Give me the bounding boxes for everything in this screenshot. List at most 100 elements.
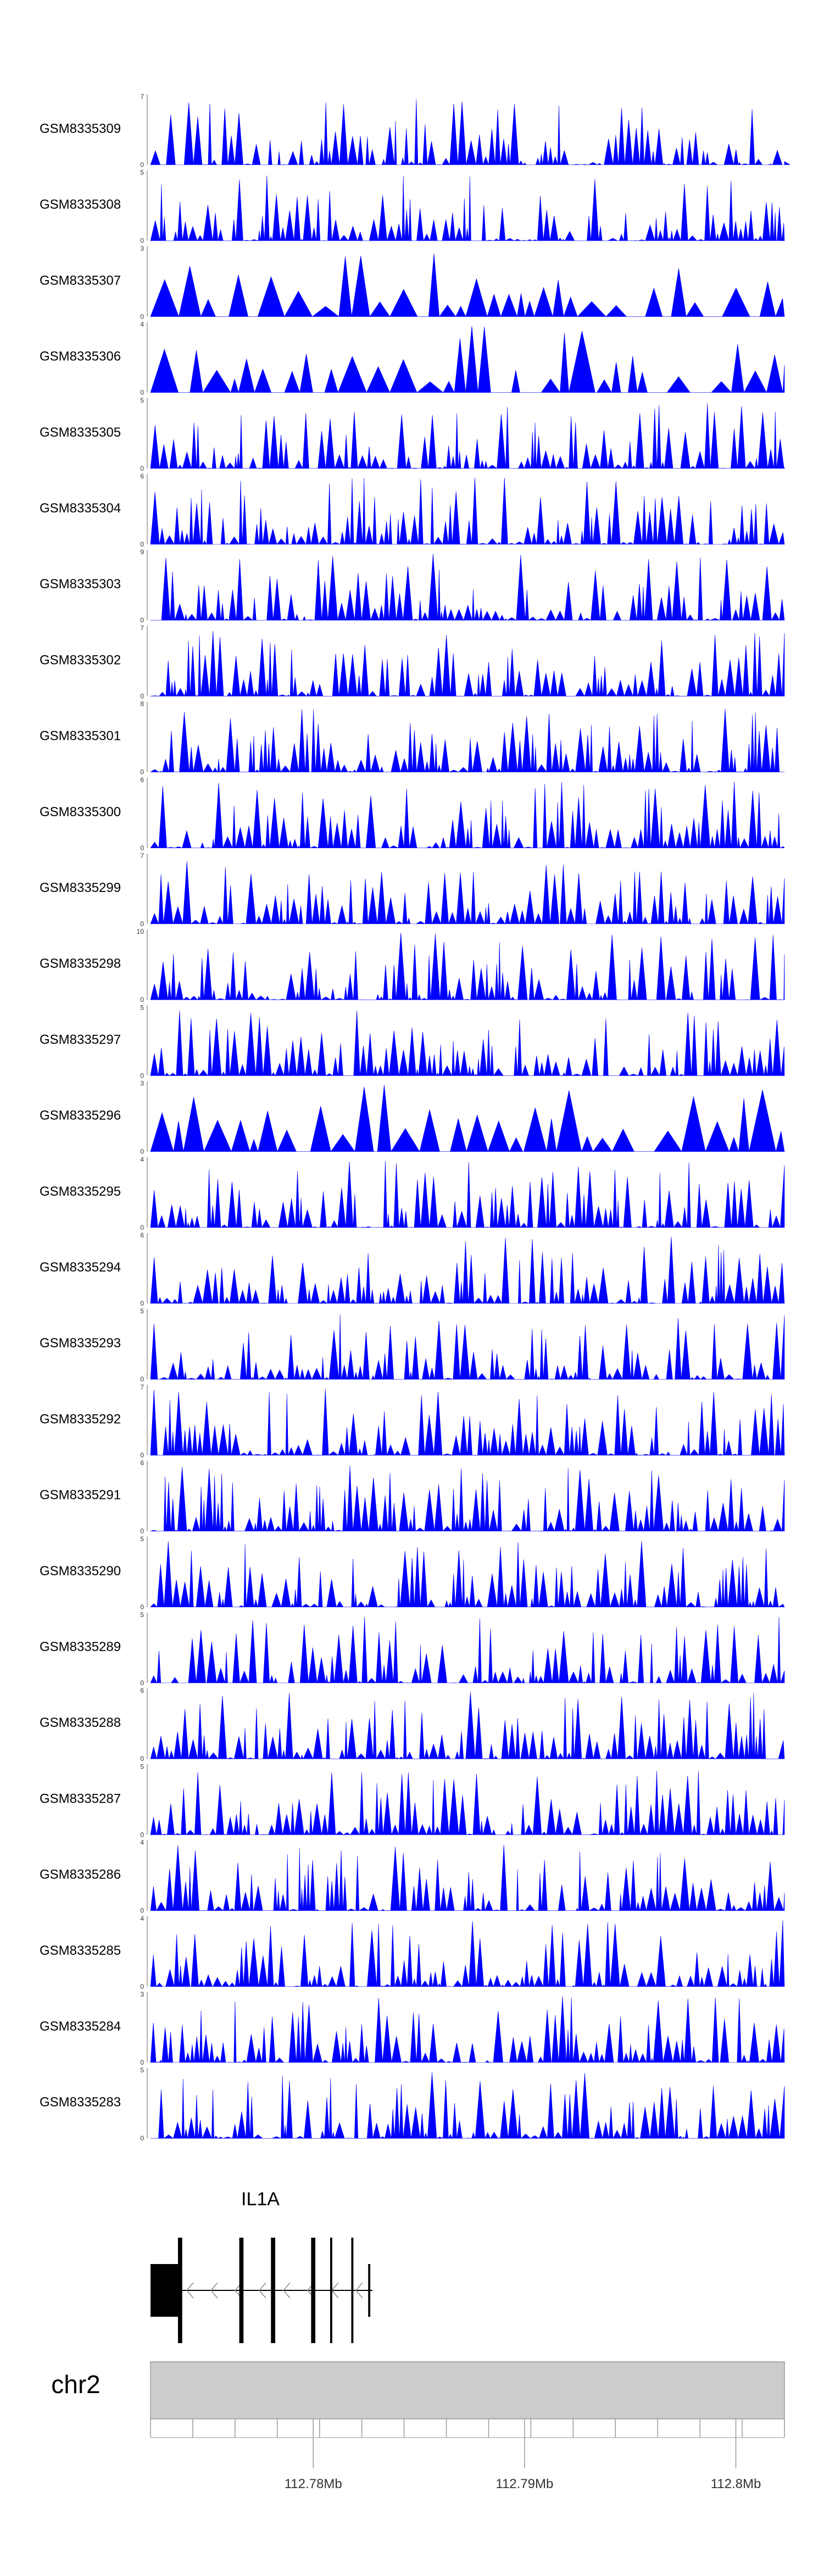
track-GSM8335300: GSM8335300 6 0 [40,776,785,852]
y-min-label: 0 [140,996,144,1003]
coverage-area [150,326,785,393]
y-max-label: 9 [140,548,144,556]
y-max-label: 7 [140,624,144,632]
y-min-label: 0 [140,2059,144,2066]
y-max-label: 5 [140,397,144,404]
track-GSM8335285: GSM8335285 4 0 [40,1915,785,1990]
y-min-label: 0 [140,920,144,928]
gene-label: IL1A [241,2189,280,2210]
coverage-area [150,99,791,166]
track-label: GSM8335306 [40,349,121,364]
y-min-label: 0 [140,540,144,548]
track-label: GSM8335283 [40,2095,121,2110]
chromosome-label: chr2 [51,2370,100,2399]
y-min-label: 0 [140,1755,144,1763]
y-min-label: 0 [140,2134,144,2142]
track-label: GSM8335287 [40,1791,121,1806]
y-min-label: 0 [140,1907,144,1915]
track-label: GSM8335297 [40,1032,121,1047]
y-max-label: 6 [140,776,144,784]
y-max-label: 5 [140,1535,144,1543]
coverage-area [150,1996,785,2064]
track-GSM8335287: GSM8335287 5 0 [40,1763,785,1838]
coverage-area [150,781,785,849]
track-GSM8335294: GSM8335294 6 0 [40,1231,785,1307]
y-min-label: 0 [140,1831,144,1838]
y-min-label: 0 [140,692,144,700]
coverage-area [150,175,785,242]
track-GSM8335309: GSM8335309 7 0 [40,93,791,169]
ideogram-track: chr2 [51,2361,785,2419]
y-min-label: 0 [140,161,144,169]
y-max-label: 8 [140,700,144,708]
track-label: GSM8335300 [40,805,121,819]
y-min-label: 0 [140,1451,144,1459]
track-label: GSM8335307 [40,273,121,288]
y-max-label: 10 [137,928,144,935]
coverage-area [150,1010,785,1077]
gene-exon [311,2238,316,2343]
genome-axis: 112.78Mb 112.79Mb 112.8Mb [150,2419,785,2491]
track-GSM8335303: GSM8335303 9 0 [40,548,785,624]
y-min-label: 0 [140,465,144,472]
y-min-label: 0 [140,313,144,320]
track-GSM8335293: GSM8335293 5 0 [40,1307,785,1383]
coverage-area [151,554,785,621]
y-min-label: 0 [140,1072,144,1079]
y-max-label: 5 [140,1307,144,1315]
coverage-area [150,1692,785,1760]
track-GSM8335297: GSM8335297 5 0 [40,1003,785,1079]
coverage-area [150,477,785,545]
track-GSM8335301: GSM8335301 8 0 [40,700,784,776]
track-GSM8335295: GSM8335295 4 0 [40,1156,785,1231]
track-GSM8335307: GSM8335307 3 0 [40,244,785,320]
data-tracks: GSM833530970GSM833530850GSM833530730GSM8… [40,93,791,2142]
y-max-label: 5 [140,2066,144,2074]
y-min-label: 0 [140,1224,144,1231]
track-label: GSM8335309 [40,121,121,136]
track-GSM8335289: GSM8335289 5 0 [40,1611,785,1687]
coverage-area [150,1771,785,1836]
y-max-label: 7 [140,93,144,101]
y-min-label: 0 [140,768,144,776]
y-max-label: 4 [140,1839,144,1847]
y-max-label: 3 [140,1080,144,1088]
track-GSM8335299: GSM8335299 7 0 [40,852,785,928]
gene-exon [368,2264,371,2317]
track-label: GSM8335284 [40,2019,121,2034]
coverage-area [150,1844,785,1911]
track-label: GSM8335303 [40,577,121,592]
gene-exon [151,2264,179,2317]
strand-arrow [210,2282,218,2299]
y-max-label: 3 [140,1990,144,1998]
y-min-label: 0 [140,1603,144,1611]
coverage-area [150,861,785,925]
strand-arrow [355,2282,363,2299]
track-label: GSM8335293 [40,1336,121,1351]
coverage-area [150,1616,785,1684]
coverage-area [150,1920,785,1987]
coverage-area [150,631,785,697]
track-label: GSM8335289 [40,1640,121,1654]
coverage-area [150,1541,785,1608]
track-GSM8335296: GSM8335296 3 0 [40,1080,785,1156]
coverage-area [150,1085,785,1152]
y-max-label: 4 [140,1915,144,1922]
axis-tick-label: 112.78Mb [285,2477,342,2491]
axis-tick-label: 112.8Mb [711,2477,761,2491]
track-GSM8335292: GSM8335292 7 0 [40,1383,785,1459]
strand-arrow [283,2282,291,2299]
track-label: GSM8335299 [40,880,121,895]
track-GSM8335298: GSM8335298 10 0 [40,928,785,1003]
coverage-area [150,1314,785,1380]
track-GSM8335308: GSM8335308 5 0 [40,169,785,244]
gene-exon [178,2238,182,2343]
strand-arrow [186,2282,194,2299]
track-label: GSM8335290 [40,1564,121,1579]
gene-exon [271,2238,275,2343]
y-min-label: 0 [140,616,144,624]
y-max-label: 5 [140,1611,144,1619]
y-min-label: 0 [140,1300,144,1307]
track-GSM8335306: GSM8335306 4 0 [40,321,785,397]
y-max-label: 6 [140,1687,144,1694]
